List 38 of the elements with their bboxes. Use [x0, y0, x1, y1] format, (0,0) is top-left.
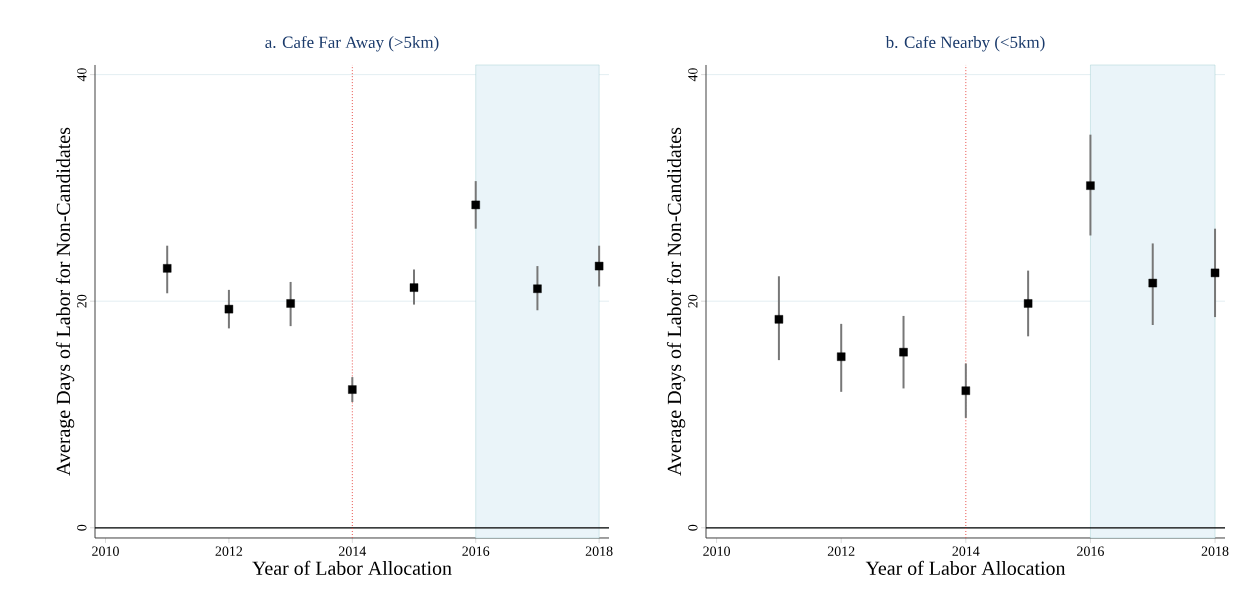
y-axis-title: Average Days of Labor for Non-Candidates — [55, 127, 75, 476]
point — [1023, 299, 1033, 308]
x-tick-label: 2012 — [215, 546, 243, 556]
y-tick-label: 20 — [688, 294, 698, 308]
chart-title: a. Cafe Far Away (>5km) — [265, 35, 439, 52]
point — [1148, 278, 1157, 288]
x-axis-title: Year of Labor Allocation — [252, 560, 452, 575]
point — [961, 386, 971, 395]
point — [774, 315, 784, 324]
point — [837, 352, 846, 361]
x-tick-label: 2016 — [462, 546, 490, 556]
x-tick-label: 2014 — [952, 546, 980, 556]
x-tick-label: 2012 — [827, 546, 855, 556]
x-axis-title: Year of Labor Allocation — [865, 560, 1066, 575]
x-tick-label: 2016 — [1077, 546, 1104, 556]
point — [224, 304, 234, 314]
y-tick-label: 40 — [688, 68, 698, 82]
point — [286, 299, 295, 308]
point — [533, 284, 542, 293]
y-axis-title: Average Days of Labor for Non-Candidates — [666, 127, 686, 476]
point — [348, 385, 357, 394]
y-tick-label: 0 — [688, 524, 698, 531]
point — [163, 264, 172, 273]
y-tick-label: 40 — [77, 68, 87, 82]
point — [471, 200, 480, 210]
x-tick-label: 2010 — [92, 546, 119, 556]
y-tick-label: 20 — [77, 294, 87, 308]
x-tick-label: 2010 — [703, 546, 731, 556]
x-tick-label: 2018 — [1201, 546, 1229, 556]
point — [899, 347, 908, 357]
point — [594, 261, 604, 271]
x-tick-label: 2014 — [338, 546, 367, 556]
y-tick-label: 0 — [77, 524, 87, 531]
chart-title: b. Cafe Nearby (<5km) — [885, 35, 1045, 52]
point — [409, 283, 419, 292]
point — [1086, 181, 1095, 190]
point — [1210, 268, 1220, 278]
x-tick-label: 2018 — [585, 546, 613, 556]
